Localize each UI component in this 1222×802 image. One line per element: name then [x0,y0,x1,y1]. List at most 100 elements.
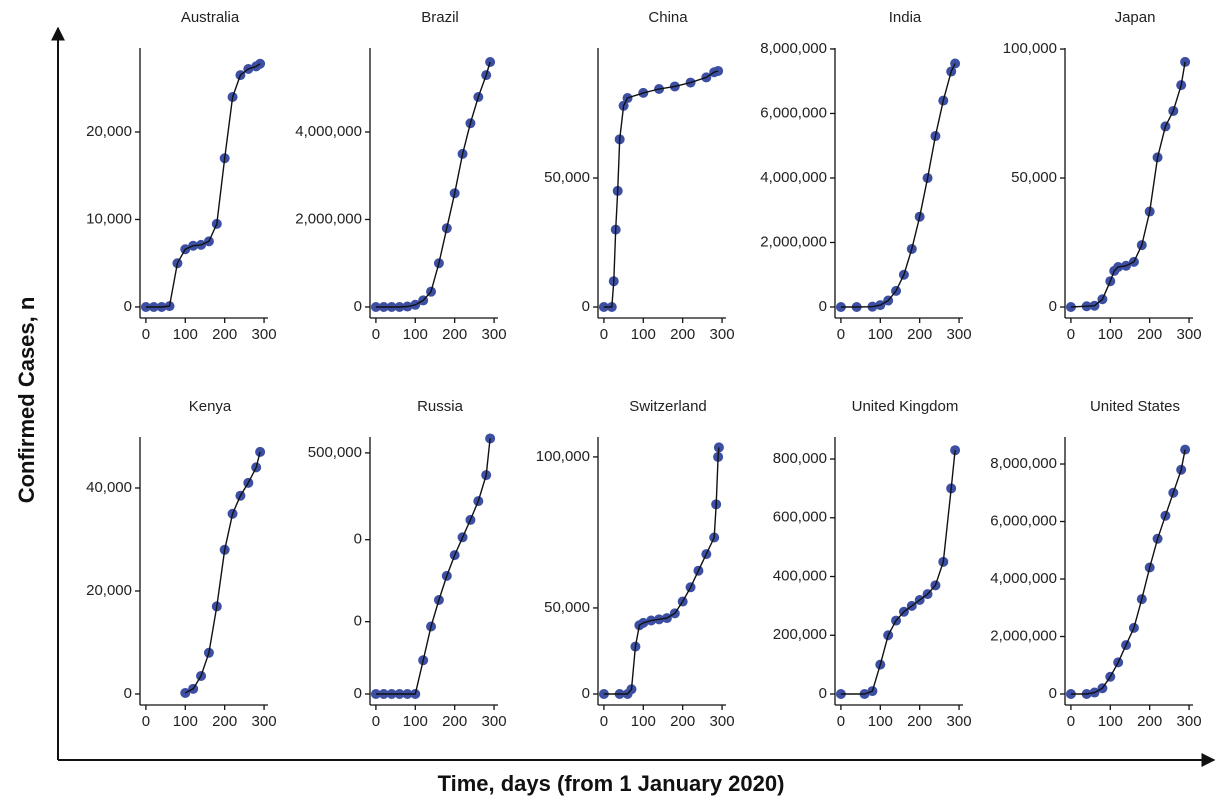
panel-title: Japan [1115,9,1156,26]
y-tick-label: 200,000 [773,626,827,643]
x-tick-label: 300 [947,326,972,343]
panel-title: United States [1090,398,1180,415]
x-tick-label: 100 [403,326,428,343]
x-tick-label: 0 [837,326,845,343]
fit-line [840,450,956,695]
x-tick-label: 200 [442,326,467,343]
data-point [950,58,961,69]
x-tick-label: 0 [600,326,608,343]
y-tick-label: 100,000 [1003,40,1057,57]
fit-line [1070,449,1186,695]
y-axis-title: Confirmed Cases, n [14,297,39,504]
x-tick-label: 200 [442,713,467,730]
y-tick-label: 0 [1049,685,1057,702]
data-point [713,65,724,76]
panel-title: India [889,9,922,26]
panel-title: Russia [417,398,464,415]
y-tick-label: 10,000 [86,210,132,227]
x-tick-label: 300 [947,713,972,730]
y-tick-label: 0 [354,685,362,702]
x-tick-label: 0 [1067,326,1075,343]
x-tick-label: 300 [482,713,507,730]
x-tick-label: 0 [837,713,845,730]
y-tick-label: 0 [1049,298,1057,315]
x-tick-label: 100 [173,713,198,730]
data-point [180,687,191,698]
panel-title: United Kingdom [852,398,959,415]
y-tick-label: 50,000 [544,599,590,616]
y-tick-label: 4,000,000 [760,169,827,186]
x-tick-label: 100 [1098,326,1123,343]
x-tick-label: 200 [1137,326,1162,343]
y-tick-label: 20,000 [86,582,132,599]
y-tick-label: 2,000,000 [990,627,1057,644]
x-tick-label: 100 [868,713,893,730]
x-tick-label: 200 [212,326,237,343]
panel-title: China [648,9,688,26]
x-tick-label: 0 [372,326,380,343]
panel-title: Brazil [421,9,459,26]
y-tick-label: 0 [124,685,132,702]
x-axis-title: Time, days (from 1 January 2020) [438,771,785,796]
y-tick-label: 0 [582,685,590,702]
x-tick-label: 100 [868,326,893,343]
x-tick-label: 100 [403,713,428,730]
x-tick-label: 0 [600,713,608,730]
x-tick-label: 200 [670,713,695,730]
x-tick-label: 300 [1177,326,1202,343]
y-tick-label: 600,000 [773,509,827,526]
x-tick-label: 100 [173,326,198,343]
fit-line [375,438,491,695]
y-tick-label: 400,000 [773,567,827,584]
y-tick-label: 0 [819,685,827,702]
x-tick-label: 100 [1098,713,1123,730]
y-tick-label: 4,000,000 [295,123,362,140]
y-tick-label: 0 [354,613,362,630]
x-tick-label: 200 [212,713,237,730]
y-tick-label: 0 [354,531,362,548]
y-tick-label: 6,000,000 [990,512,1057,529]
y-tick-label: 100,000 [536,448,590,465]
x-tick-label: 300 [482,326,507,343]
y-tick-label: 50,000 [1011,169,1057,186]
panel-title: Switzerland [629,398,707,415]
fit-line [184,451,261,694]
fit-line [145,63,261,308]
y-tick-label: 40,000 [86,479,132,496]
y-tick-label: 20,000 [86,123,132,140]
y-tick-label: 0 [354,298,362,315]
x-tick-label: 100 [631,713,656,730]
x-tick-label: 100 [631,326,656,343]
x-tick-label: 0 [1067,713,1075,730]
fit-line [603,70,719,308]
y-tick-label: 500,000 [308,444,362,461]
x-tick-label: 300 [252,713,277,730]
x-tick-label: 200 [670,326,695,343]
x-tick-label: 0 [142,713,150,730]
y-tick-label: 6,000,000 [760,104,827,121]
y-tick-label: 0 [819,298,827,315]
y-tick-label: 8,000,000 [760,40,827,57]
y-tick-label: 8,000,000 [990,455,1057,472]
fit-line [603,447,720,695]
y-tick-label: 0 [124,298,132,315]
x-tick-label: 300 [710,326,735,343]
panel-title: Australia [181,9,240,26]
fit-line [1070,61,1186,308]
x-tick-label: 300 [710,713,735,730]
y-tick-label: 0 [582,298,590,315]
fit-line [375,61,491,308]
y-tick-label: 4,000,000 [990,570,1057,587]
x-tick-label: 300 [1177,713,1202,730]
panel-title: Kenya [189,398,232,415]
x-tick-label: 0 [372,713,380,730]
x-tick-label: 200 [907,326,932,343]
x-tick-label: 200 [1137,713,1162,730]
y-tick-label: 2,000,000 [295,210,362,227]
x-tick-label: 300 [252,326,277,343]
x-tick-label: 200 [907,713,932,730]
y-tick-label: 800,000 [773,450,827,467]
y-tick-label: 2,000,000 [760,233,827,250]
x-tick-label: 0 [142,326,150,343]
